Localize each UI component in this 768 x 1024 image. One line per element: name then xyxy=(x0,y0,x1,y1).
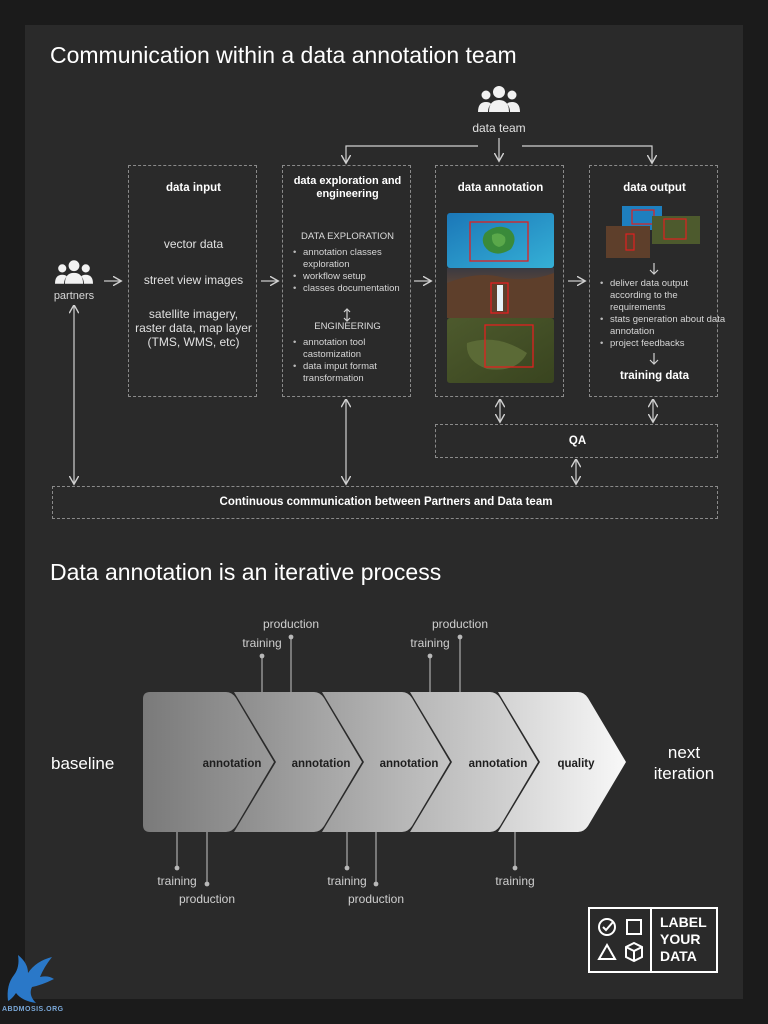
input-item-satellite: satellite imagery, raster data, map laye… xyxy=(135,307,252,349)
input-item-streetview: street view images xyxy=(143,273,244,287)
chevron-label: quality xyxy=(557,758,595,770)
annotation-heading: data annotation xyxy=(457,182,544,194)
top-label-production: production xyxy=(432,617,488,631)
list-item: project feedbacks xyxy=(600,338,730,350)
bottom-label-production: production xyxy=(179,892,235,906)
data-output-box: data output deliver data output accordin… xyxy=(589,165,725,397)
chevron-annotation-2 xyxy=(234,692,362,832)
list-item: annotation tool castomization xyxy=(293,337,418,361)
logo-divider xyxy=(650,909,652,971)
next-label: next xyxy=(668,743,700,762)
logo-text: LABEL YOUR DATA xyxy=(660,914,707,964)
training-data-label: training data xyxy=(619,370,689,382)
bottom-label-training: training xyxy=(495,874,534,888)
partners-icon xyxy=(55,260,93,284)
updown-arrow-icon xyxy=(343,308,351,322)
logo-shapes-icon xyxy=(597,918,643,963)
chevron-label: annotation xyxy=(469,758,528,770)
communication-label: Continuous communication between Partner… xyxy=(219,496,553,508)
partners-label: partners xyxy=(53,290,95,302)
data-annotation-box: data annotation xyxy=(435,165,564,397)
engineering-subheading: ENGINEERING xyxy=(314,321,381,332)
iteration-diagram: annotation annotation annotation annotat… xyxy=(51,617,714,906)
annotation-images xyxy=(447,213,554,383)
chevron-label: annotation xyxy=(292,758,351,770)
qa-box: QA xyxy=(435,424,718,458)
list-item: data imput format transformation xyxy=(293,361,418,385)
list-item: workflow setup xyxy=(293,271,418,283)
team-icon xyxy=(478,86,520,112)
baseline-label: baseline xyxy=(51,754,114,773)
output-list: deliver data output according to the req… xyxy=(592,278,730,350)
list-item: annotation classes exploration xyxy=(293,247,418,271)
chevron-annotation-4 xyxy=(410,692,538,832)
exploration-subheading: DATA EXPLORATION xyxy=(301,231,394,242)
chevron-label: annotation xyxy=(380,758,439,770)
chevron-label: annotation xyxy=(203,758,262,770)
section2-title: Data annotation is an iterative process xyxy=(50,559,442,585)
main-panel xyxy=(25,25,743,999)
exploration-list: annotation classes exploration workflow … xyxy=(285,247,418,295)
top-label-training: training xyxy=(242,636,281,650)
data-team-label: data team xyxy=(472,121,526,135)
engineering-list: annotation tool castomization data imput… xyxy=(285,337,418,385)
output-images xyxy=(606,206,700,258)
down-arrow-icon xyxy=(649,263,659,275)
chevron-annotation-1 xyxy=(143,692,274,832)
data-exploration-box: data exploration and engineering DATA EX… xyxy=(282,165,411,397)
down-arrow-icon xyxy=(649,353,659,365)
top-label-production: production xyxy=(263,617,319,631)
label-your-data-logo: LABEL YOUR DATA xyxy=(588,907,718,973)
chevron-annotation-3 xyxy=(322,692,450,832)
top-label-training: training xyxy=(410,636,449,650)
section1-title: Communication within a data annotation t… xyxy=(50,42,517,68)
bottom-label-training: training xyxy=(327,874,366,888)
chevron-quality xyxy=(498,692,626,832)
bird-logo-icon xyxy=(7,955,55,1003)
bottom-label-training: training xyxy=(157,874,196,888)
qa-label: QA xyxy=(568,435,587,447)
iteration-label: iteration xyxy=(654,764,714,783)
exploration-heading: data exploration and engineering xyxy=(293,175,402,200)
list-item: deliver data output according to the req… xyxy=(600,278,730,314)
output-heading: data output xyxy=(623,182,686,194)
watermark-text: ABDMOSIS.ORG xyxy=(2,1006,64,1013)
flow-connectors xyxy=(0,138,768,540)
communication-box: Continuous communication between Partner… xyxy=(52,486,718,519)
list-item: classes documentation xyxy=(293,283,418,295)
input-item-vector: vector data xyxy=(163,237,224,251)
list-item: stats generation about data annotation xyxy=(600,314,730,338)
bottom-label-production: production xyxy=(348,892,404,906)
data-input-box: data input vector data street view image… xyxy=(128,165,257,397)
data-input-heading: data input xyxy=(166,182,221,194)
